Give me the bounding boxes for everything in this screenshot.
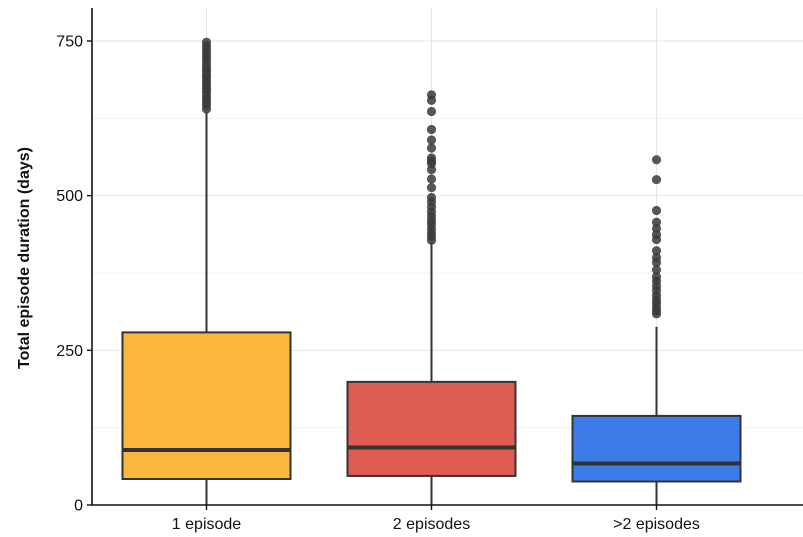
outlier-point xyxy=(426,192,437,203)
y-tick-label: 250 xyxy=(56,343,83,360)
iqr-box xyxy=(121,331,292,481)
y-tick-label: 500 xyxy=(56,188,83,205)
outlier-point xyxy=(651,205,662,216)
x-tick-label: >2 episodes xyxy=(613,516,700,533)
box-3 xyxy=(571,155,742,505)
x-tick-label: 1 episode xyxy=(172,516,241,533)
outlier-point xyxy=(651,174,662,185)
outlier-point xyxy=(651,272,662,282)
box-2 xyxy=(346,90,517,505)
outlier-point xyxy=(651,246,662,256)
boxes-layer xyxy=(121,37,742,505)
x-tick-label: 2 episodes xyxy=(393,516,470,533)
outlier-point xyxy=(651,265,662,275)
outlier-point xyxy=(651,252,662,263)
box-1 xyxy=(121,37,292,505)
outlier-point xyxy=(426,174,437,184)
outlier-point xyxy=(426,90,437,100)
outlier-point xyxy=(426,124,437,135)
outlier-point xyxy=(426,135,437,145)
outlier-point xyxy=(426,143,437,153)
iqr-box xyxy=(346,380,517,477)
y-tick-label: 750 xyxy=(56,34,83,51)
outlier-point xyxy=(651,217,662,227)
iqr-box xyxy=(571,414,742,483)
outlier-point xyxy=(426,106,437,117)
outlier-point xyxy=(201,37,212,47)
outlier-point xyxy=(651,155,662,165)
y-axis-title: Total episode duration (days) xyxy=(16,147,33,369)
y-tick-label: 0 xyxy=(74,498,83,515)
axes: 0 250 500 750 1 episode 2 episodes >2 episodes xyxy=(56,8,803,533)
outlier-point xyxy=(426,153,437,163)
outlier-point xyxy=(426,183,437,193)
